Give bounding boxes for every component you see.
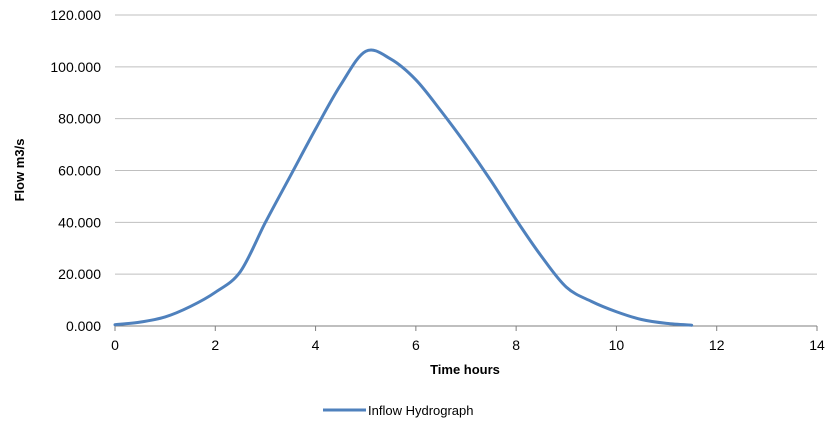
x-tick-label: 10 <box>609 337 625 353</box>
x-tick-label: 2 <box>211 337 219 353</box>
y-tick-label: 40.000 <box>58 214 101 230</box>
x-axis-tick-labels: 0 2 4 6 8 10 12 14 <box>111 337 825 353</box>
x-tick-label: 14 <box>809 337 825 353</box>
y-tick-label: 80.000 <box>58 111 101 127</box>
x-tick-label: 12 <box>709 337 725 353</box>
x-axis <box>114 325 818 331</box>
x-tick-label: 4 <box>312 337 320 353</box>
y-tick-label: 0.000 <box>66 318 101 334</box>
series-layer <box>113 48 694 327</box>
legend: Inflow Hydrograph <box>323 403 474 418</box>
y-tick-label: 60.000 <box>58 163 101 179</box>
y-tick-label: 100.000 <box>50 59 101 75</box>
series-line-inflow-hydrograph <box>113 48 694 327</box>
y-axis-tick-labels: 0.000 20.000 40.000 60.000 80.000 100.000 120.… <box>50 7 101 334</box>
y-tick-label: 120.000 <box>50 7 101 23</box>
x-axis-title: Time hours <box>430 362 500 377</box>
legend-label: Inflow Hydrograph <box>368 403 474 418</box>
y-tick-label: 20.000 <box>58 266 101 282</box>
x-tick-label: 6 <box>412 337 420 353</box>
y-gridlines <box>115 14 817 275</box>
x-tick-label: 0 <box>111 337 119 353</box>
y-axis-title: Flow m3/s <box>12 139 27 202</box>
x-tick-label: 8 <box>512 337 520 353</box>
